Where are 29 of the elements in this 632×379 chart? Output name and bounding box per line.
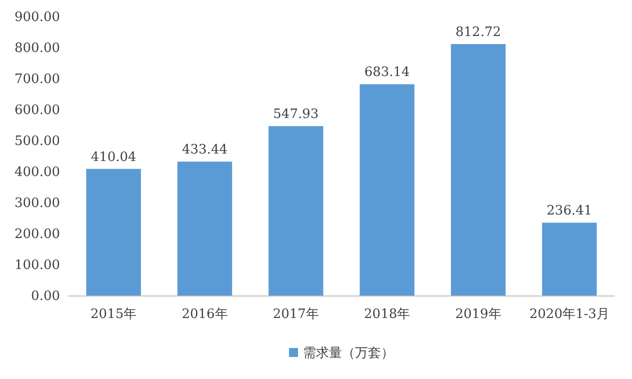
x-tick-label: 2017年 <box>272 307 319 322</box>
x-tick-label: 2018年 <box>364 307 410 322</box>
y-tick-label: 800.00 <box>14 41 60 56</box>
y-tick-label: 500.00 <box>14 134 60 149</box>
x-tick-label: 2019年 <box>455 307 502 322</box>
data-label: 812.72 <box>456 25 501 40</box>
bar <box>177 162 232 296</box>
bar <box>268 126 324 296</box>
y-tick-label: 700.00 <box>14 72 60 87</box>
y-tick-label: 600.00 <box>14 103 60 118</box>
data-label: 683.14 <box>364 65 410 80</box>
data-label: 547.93 <box>273 107 319 122</box>
bar <box>86 168 141 296</box>
data-label: 410.04 <box>90 150 136 165</box>
y-tick-label: 300.00 <box>14 196 60 211</box>
bar <box>450 44 506 296</box>
y-tick-label: 900.00 <box>14 10 60 25</box>
y-tick-label: 0.00 <box>31 289 60 304</box>
data-label: 236.41 <box>546 204 592 219</box>
x-tick-label: 2016年 <box>182 307 228 322</box>
x-tick-label: 2015年 <box>90 307 137 322</box>
y-tick-label: 400.00 <box>14 165 60 180</box>
y-tick-label: 200.00 <box>14 227 60 242</box>
bar <box>542 222 597 296</box>
x-tick-label: 2020年1-3月 <box>529 307 610 322</box>
bar <box>360 84 414 296</box>
legend-label: 需求量（万套） <box>303 346 394 361</box>
data-label: 433.44 <box>182 142 228 158</box>
y-tick-label: 100.00 <box>14 258 60 273</box>
